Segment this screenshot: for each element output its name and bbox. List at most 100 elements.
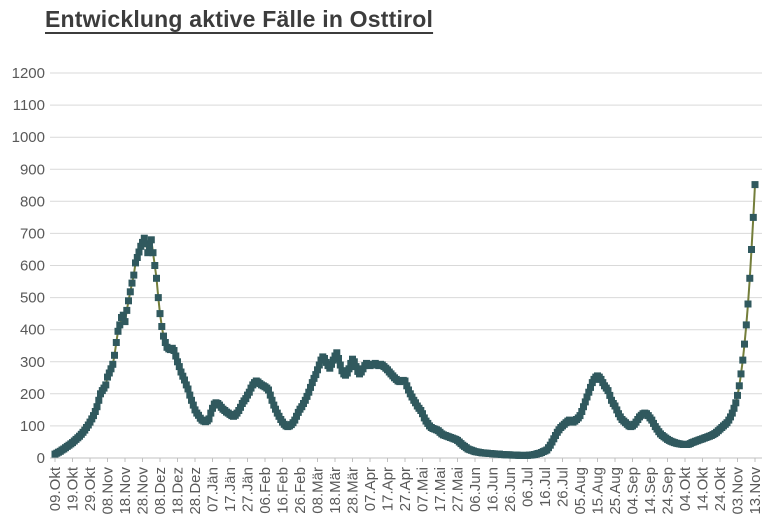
data-point-marker [147,236,155,244]
x-axis-ticks [54,458,756,462]
data-point-marker [583,393,591,401]
data-point-marker [130,271,138,279]
svg-text:06.Jul: 06.Jul [520,467,537,507]
svg-text:16.Jun: 16.Jun [485,467,502,512]
data-point-marker [160,332,167,340]
data-point-marker [112,339,120,346]
data-point-marker [90,412,97,420]
chart-title: Entwicklung aktive Fälle in Osttirol [45,6,434,32]
data-point-marker [158,323,166,330]
data-point-marker [265,386,272,394]
svg-text:16.Jul: 16.Jul [537,467,554,507]
data-point-marker [126,288,134,296]
svg-text:16.Feb: 16.Feb [275,467,292,514]
data-point-marker [140,234,148,242]
data-point-marker [102,381,110,389]
data-point-marker [205,415,213,423]
data-point-marker [735,382,743,390]
data-point-marker [132,259,139,267]
svg-text:17.Mai: 17.Mai [432,467,449,512]
data-point-marker [170,347,178,354]
data-point-marker [116,321,124,329]
data-point-marker [742,321,750,329]
data-point-marker [119,311,127,319]
data-point-marker [156,310,164,318]
data-point-marker [293,412,300,420]
data-point-marker [179,372,187,380]
svg-text:03.Nov: 03.Nov [730,467,747,515]
data-point-marker [237,403,244,411]
data-point-marker [335,355,342,362]
data-point-marker [611,402,619,410]
data-point-marker [182,381,190,389]
svg-text:15.Aug: 15.Aug [590,467,607,515]
svg-text:09.Okt: 09.Okt [47,466,64,511]
svg-text:28.Nov: 28.Nov [135,467,152,515]
data-point-marker [312,371,320,379]
data-point-marker [128,279,136,287]
data-point-marker [345,365,353,373]
svg-text:800: 800 [20,193,45,210]
data-point-marker [403,382,411,390]
svg-text:700: 700 [20,225,45,242]
svg-text:14.Sep: 14.Sep [642,467,659,515]
data-point-marker [91,408,99,415]
data-point-marker [315,361,323,369]
data-point-marker [606,391,614,399]
data-point-marker [153,274,160,282]
svg-text:200: 200 [20,386,45,403]
svg-text:06.Feb: 06.Feb [257,467,274,514]
data-point-marker [728,409,736,417]
svg-text:27.Jän: 27.Jän [240,467,257,512]
gridlines [50,72,762,459]
data-point-marker [739,356,747,364]
data-point-marker [161,339,169,346]
data-point-marker [604,387,612,395]
data-point-marker [307,383,314,391]
data-point-marker [133,254,141,261]
data-point-marker [613,406,621,414]
data-point-marker [186,391,194,399]
svg-text:100: 100 [20,418,45,435]
svg-text:26.Feb: 26.Feb [292,467,309,514]
data-point-marker [207,409,215,417]
data-point-marker [419,410,426,418]
data-point-marker [270,401,278,409]
data-point-marker [104,373,111,381]
data-point-marker [748,246,755,253]
svg-text:04.Sep: 04.Sep [625,467,642,515]
data-point-marker [350,358,358,366]
data-point-marker [732,399,740,407]
svg-text:18.Mär: 18.Mär [327,467,344,514]
data-point-marker [328,360,335,368]
svg-text:1000: 1000 [12,129,45,146]
data-point-marker [184,385,192,393]
data-point-marker [751,181,759,189]
svg-text:28.Mär: 28.Mär [345,467,362,514]
svg-text:300: 300 [20,354,45,371]
data-point-marker [291,416,299,424]
svg-text:29.Okt: 29.Okt [82,466,99,511]
svg-text:06.Jun: 06.Jun [467,467,484,512]
data-point-marker [188,396,195,404]
data-point-marker [93,403,101,411]
svg-text:05.Aug: 05.Aug [572,467,589,515]
data-point-marker [587,383,594,391]
svg-text:27.Apr: 27.Apr [397,467,414,511]
data-point-marker [268,396,276,404]
data-point-marker [749,213,757,221]
svg-text:07.Apr: 07.Apr [362,467,379,511]
data-point-marker [326,364,334,372]
svg-text:08.Dez: 08.Dez [152,467,169,515]
data-point-marker [125,297,132,305]
svg-text:18.Dez: 18.Dez [170,467,187,515]
data-point-marker [121,318,129,326]
data-point-marker [727,413,734,421]
svg-text:17.Jän: 17.Jän [222,467,239,512]
data-point-marker [172,352,180,360]
svg-text:600: 600 [20,258,45,275]
data-point-marker [144,249,152,257]
svg-text:07.Mai: 07.Mai [415,467,432,512]
